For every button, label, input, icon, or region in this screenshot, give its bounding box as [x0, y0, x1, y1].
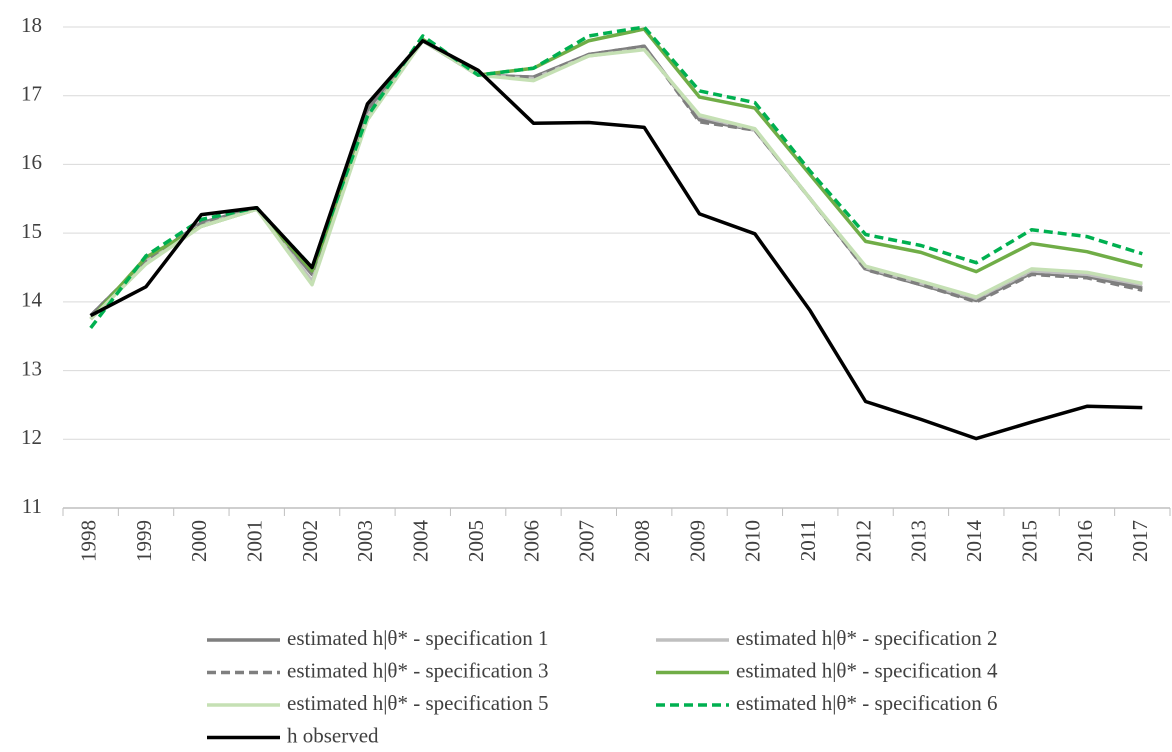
y-tick-label: 12	[21, 425, 42, 449]
x-tick-label: 2000	[187, 520, 211, 562]
x-tick-label: 2001	[243, 520, 267, 562]
x-tick-label: 2004	[409, 520, 433, 563]
y-tick-label: 18	[21, 13, 42, 37]
x-tick-label: 2006	[519, 520, 543, 562]
x-tick-label: 2017	[1128, 520, 1152, 562]
x-tick-label: 2011	[796, 520, 820, 561]
x-tick-label: 1999	[132, 520, 156, 562]
legend-label: estimated h|θ* - specification 4	[736, 658, 998, 682]
series-line	[89, 38, 1143, 321]
y-tick-label: 17	[21, 82, 42, 106]
series-line	[89, 38, 1143, 317]
y-tick-label: 16	[21, 150, 42, 174]
series-line	[89, 27, 1143, 321]
legend-label: estimated h|θ* - specification 6	[736, 691, 998, 715]
series-line	[89, 25, 1143, 330]
x-tick-label: 2008	[630, 520, 654, 562]
x-tick-label: 2003	[353, 520, 377, 562]
x-tick-label: 2010	[741, 520, 765, 562]
x-tick-label: 2005	[464, 520, 488, 562]
legend-label: estimated h|θ* - specification 2	[736, 626, 998, 650]
y-tick-label: 15	[21, 219, 42, 243]
legend-label: estimated h|θ* - specification 1	[287, 626, 549, 650]
x-tick-label: 2014	[962, 520, 986, 563]
series-line	[89, 38, 1143, 321]
x-tick-label: 2013	[907, 520, 931, 562]
legend-label: estimated h|θ* - specification 3	[287, 658, 549, 682]
series-line	[89, 38, 1143, 317]
y-tick-label: 11	[22, 494, 42, 518]
legend-label: estimated h|θ* - specification 5	[287, 691, 549, 715]
x-tick-label: 1998	[76, 520, 100, 562]
x-tick-label: 2007	[575, 520, 599, 562]
y-tick-label: 13	[21, 356, 42, 380]
legend-label: h observed	[287, 723, 379, 747]
series-line	[89, 38, 1143, 441]
y-tick-label: 14	[21, 288, 43, 312]
x-tick-label: 2002	[298, 520, 322, 562]
x-tick-label: 2009	[685, 520, 709, 562]
x-tick-label: 2015	[1017, 520, 1041, 562]
x-tick-label: 2012	[851, 520, 875, 562]
x-tick-label: 2016	[1073, 520, 1097, 562]
